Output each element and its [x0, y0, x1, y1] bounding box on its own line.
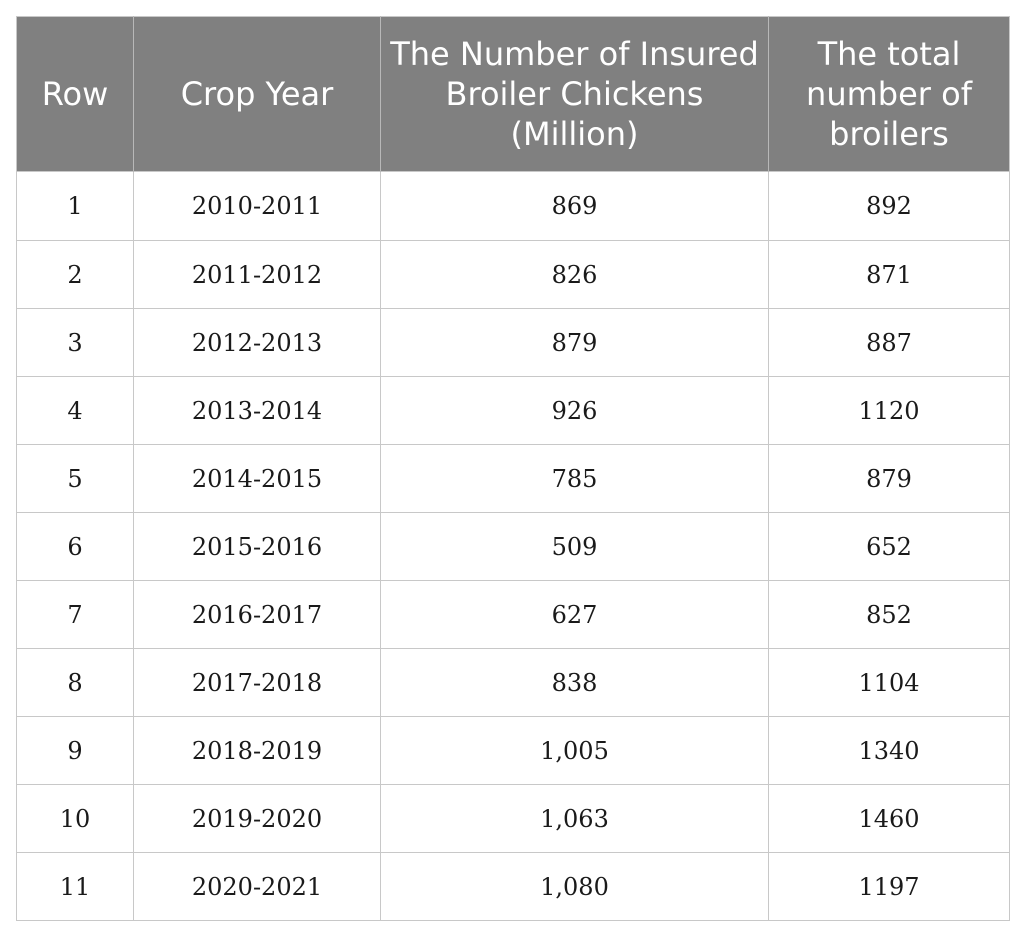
cell-crop-year: 2010-2011 [133, 171, 381, 241]
header-insured-broilers: The Number of Insured Broiler Chickens (… [380, 16, 769, 172]
header-row: Row Crop Year The Number of Insured Broi… [16, 16, 1010, 172]
cell-crop-year: 2020-2021 [133, 852, 381, 921]
table-row: 11 2020-2021 1,080 1197 [16, 852, 1010, 921]
cell-crop-year: 2017-2018 [133, 648, 381, 717]
cell-total-broilers: 879 [768, 444, 1010, 513]
cell-total-broilers: 652 [768, 512, 1010, 581]
broiler-insurance-table: Row Crop Year The Number of Insured Broi… [16, 16, 1010, 921]
data-table-container: Row Crop Year The Number of Insured Broi… [16, 16, 1010, 921]
cell-insured-broilers: 1,080 [380, 852, 769, 921]
table-row: 2 2011-2012 826 871 [16, 240, 1010, 309]
cell-total-broilers: 1340 [768, 716, 1010, 785]
cell-row-number: 2 [16, 240, 134, 309]
cell-total-broilers: 1120 [768, 376, 1010, 445]
cell-row-number: 5 [16, 444, 134, 513]
cell-crop-year: 2014-2015 [133, 444, 381, 513]
cell-total-broilers: 871 [768, 240, 1010, 309]
cell-insured-broilers: 869 [380, 171, 769, 241]
cell-total-broilers: 887 [768, 308, 1010, 377]
cell-row-number: 11 [16, 852, 134, 921]
cell-row-number: 6 [16, 512, 134, 581]
table-row: 8 2017-2018 838 1104 [16, 648, 1010, 717]
cell-row-number: 10 [16, 784, 134, 853]
cell-crop-year: 2016-2017 [133, 580, 381, 649]
cell-insured-broilers: 785 [380, 444, 769, 513]
table-header: Row Crop Year The Number of Insured Broi… [16, 16, 1010, 172]
header-crop-year: Crop Year [133, 16, 381, 172]
table-row: 5 2014-2015 785 879 [16, 444, 1010, 513]
cell-row-number: 3 [16, 308, 134, 377]
cell-insured-broilers: 826 [380, 240, 769, 309]
cell-total-broilers: 1104 [768, 648, 1010, 717]
cell-crop-year: 2018-2019 [133, 716, 381, 785]
cell-row-number: 9 [16, 716, 134, 785]
cell-insured-broilers: 879 [380, 308, 769, 377]
cell-row-number: 1 [16, 171, 134, 241]
table-row: 7 2016-2017 627 852 [16, 580, 1010, 649]
cell-insured-broilers: 627 [380, 580, 769, 649]
cell-total-broilers: 892 [768, 171, 1010, 241]
cell-row-number: 8 [16, 648, 134, 717]
cell-row-number: 4 [16, 376, 134, 445]
table-row: 10 2019-2020 1,063 1460 [16, 784, 1010, 853]
cell-total-broilers: 1460 [768, 784, 1010, 853]
cell-insured-broilers: 509 [380, 512, 769, 581]
table-row: 1 2010-2011 869 892 [16, 171, 1010, 241]
cell-insured-broilers: 1,063 [380, 784, 769, 853]
cell-total-broilers: 1197 [768, 852, 1010, 921]
cell-crop-year: 2012-2013 [133, 308, 381, 377]
header-total-broilers: The total number of broilers [768, 16, 1010, 172]
cell-crop-year: 2015-2016 [133, 512, 381, 581]
cell-row-number: 7 [16, 580, 134, 649]
cell-insured-broilers: 1,005 [380, 716, 769, 785]
cell-total-broilers: 852 [768, 580, 1010, 649]
table-row: 9 2018-2019 1,005 1340 [16, 716, 1010, 785]
cell-crop-year: 2013-2014 [133, 376, 381, 445]
table-row: 3 2012-2013 879 887 [16, 308, 1010, 377]
table-row: 4 2013-2014 926 1120 [16, 376, 1010, 445]
cell-crop-year: 2011-2012 [133, 240, 381, 309]
cell-insured-broilers: 838 [380, 648, 769, 717]
cell-insured-broilers: 926 [380, 376, 769, 445]
cell-crop-year: 2019-2020 [133, 784, 381, 853]
table-body: 1 2010-2011 869 892 2 2011-2012 826 87 1 … [16, 171, 1010, 921]
header-row-number: Row [16, 16, 134, 172]
table-row: 6 2015-2016 509 652 [16, 512, 1010, 581]
